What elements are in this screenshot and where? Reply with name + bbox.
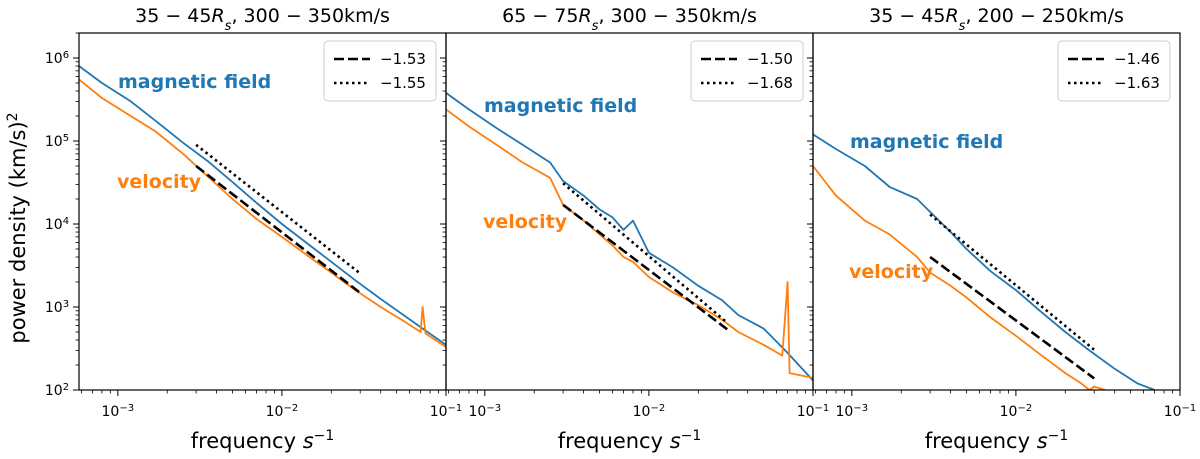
chart-panel-3: 10−3 10−2 10−1 35 − 45Rs, 200 − 250km/s freq… bbox=[807, 5, 1196, 453]
annotation-magnetic-field: magnetic field bbox=[850, 131, 1003, 153]
series-line-magnetic-field bbox=[813, 133, 1155, 390]
series-line-magnetic-field bbox=[446, 92, 813, 382]
legend-box bbox=[1057, 40, 1171, 102]
plot-area-2 bbox=[446, 92, 813, 382]
series-line-dashed-fit bbox=[562, 203, 728, 331]
chart-title: 35 − 45Rs, 300 − 350km/s bbox=[135, 5, 390, 34]
plot-frame bbox=[812, 32, 1181, 391]
series-line-velocity bbox=[79, 78, 446, 348]
legend-label-dashed: −1.46 bbox=[1114, 50, 1160, 68]
y-tick-label: 106 bbox=[45, 49, 69, 67]
x-tick-label: 10−3 bbox=[102, 403, 135, 421]
legend: −1.53 −1.55 bbox=[323, 40, 437, 102]
x-tick-label: 10−2 bbox=[1000, 403, 1033, 421]
y-tick-label: 105 bbox=[45, 132, 69, 150]
legend-label-dotted: −1.55 bbox=[380, 74, 426, 92]
plot-area-3 bbox=[813, 133, 1155, 390]
x-tick-label: 10−3 bbox=[469, 403, 502, 421]
chart-title: 65 − 75Rs, 300 − 350km/s bbox=[502, 5, 757, 34]
x-axis-label: frequency s−1 bbox=[191, 428, 335, 453]
chart-panel-2: 10−3 10−2 10−1 65 − 75Rs, 300 − 350km/s freq… bbox=[440, 5, 829, 453]
annotation-velocity: velocity bbox=[849, 261, 934, 283]
chart-title: 35 − 45Rs, 200 − 250km/s bbox=[869, 5, 1124, 34]
annotation-velocity: velocity bbox=[117, 171, 202, 193]
legend-label-dashed: −1.50 bbox=[747, 50, 793, 68]
series-line-velocity bbox=[813, 165, 1106, 390]
y-axis-label: power density (km/s)2 bbox=[5, 112, 30, 343]
x-tick-label: 10−1 bbox=[797, 403, 830, 421]
series-line-magnetic-field bbox=[79, 65, 446, 346]
series-line-dotted-fit bbox=[195, 143, 362, 275]
annotation-magnetic-field: magnetic field bbox=[118, 71, 271, 93]
annotation-velocity: velocity bbox=[483, 211, 568, 233]
series-line-dashed-fit bbox=[195, 164, 361, 294]
x-axis-label: frequency s−1 bbox=[558, 428, 702, 453]
series-line-dotted-fit bbox=[929, 213, 1096, 351]
y-tick-label: 102 bbox=[45, 382, 69, 400]
plot-area-1 bbox=[79, 65, 446, 348]
legend: −1.46 −1.63 bbox=[1057, 40, 1171, 102]
legend-box bbox=[323, 40, 437, 102]
legend-box bbox=[690, 40, 804, 102]
x-tick-label: 10−1 bbox=[1164, 403, 1197, 421]
x-tick-label: 10−1 bbox=[430, 403, 463, 421]
series-line-dashed-fit bbox=[929, 255, 1095, 380]
legend-label-dotted: −1.63 bbox=[1114, 74, 1160, 92]
x-axis-label: frequency s−1 bbox=[925, 428, 1069, 453]
legend-label-dotted: −1.68 bbox=[747, 74, 793, 92]
x-tick-label: 10−2 bbox=[633, 403, 666, 421]
annotation-magnetic-field: magnetic field bbox=[484, 95, 637, 117]
series-line-velocity bbox=[446, 108, 813, 379]
x-tick-label: 10−2 bbox=[266, 403, 299, 421]
y-tick-label: 103 bbox=[45, 298, 69, 316]
chart-panel-1: 10−3 10−2 10−1 102 103 104 105 106 35 − 45Rs, 30… bbox=[45, 5, 462, 453]
x-tick-label: 10−3 bbox=[836, 403, 869, 421]
series-line-dotted-fit bbox=[562, 182, 729, 324]
y-tick-label: 104 bbox=[45, 215, 69, 233]
legend-label-dashed: −1.53 bbox=[380, 50, 426, 68]
legend: −1.50 −1.68 bbox=[690, 40, 804, 102]
